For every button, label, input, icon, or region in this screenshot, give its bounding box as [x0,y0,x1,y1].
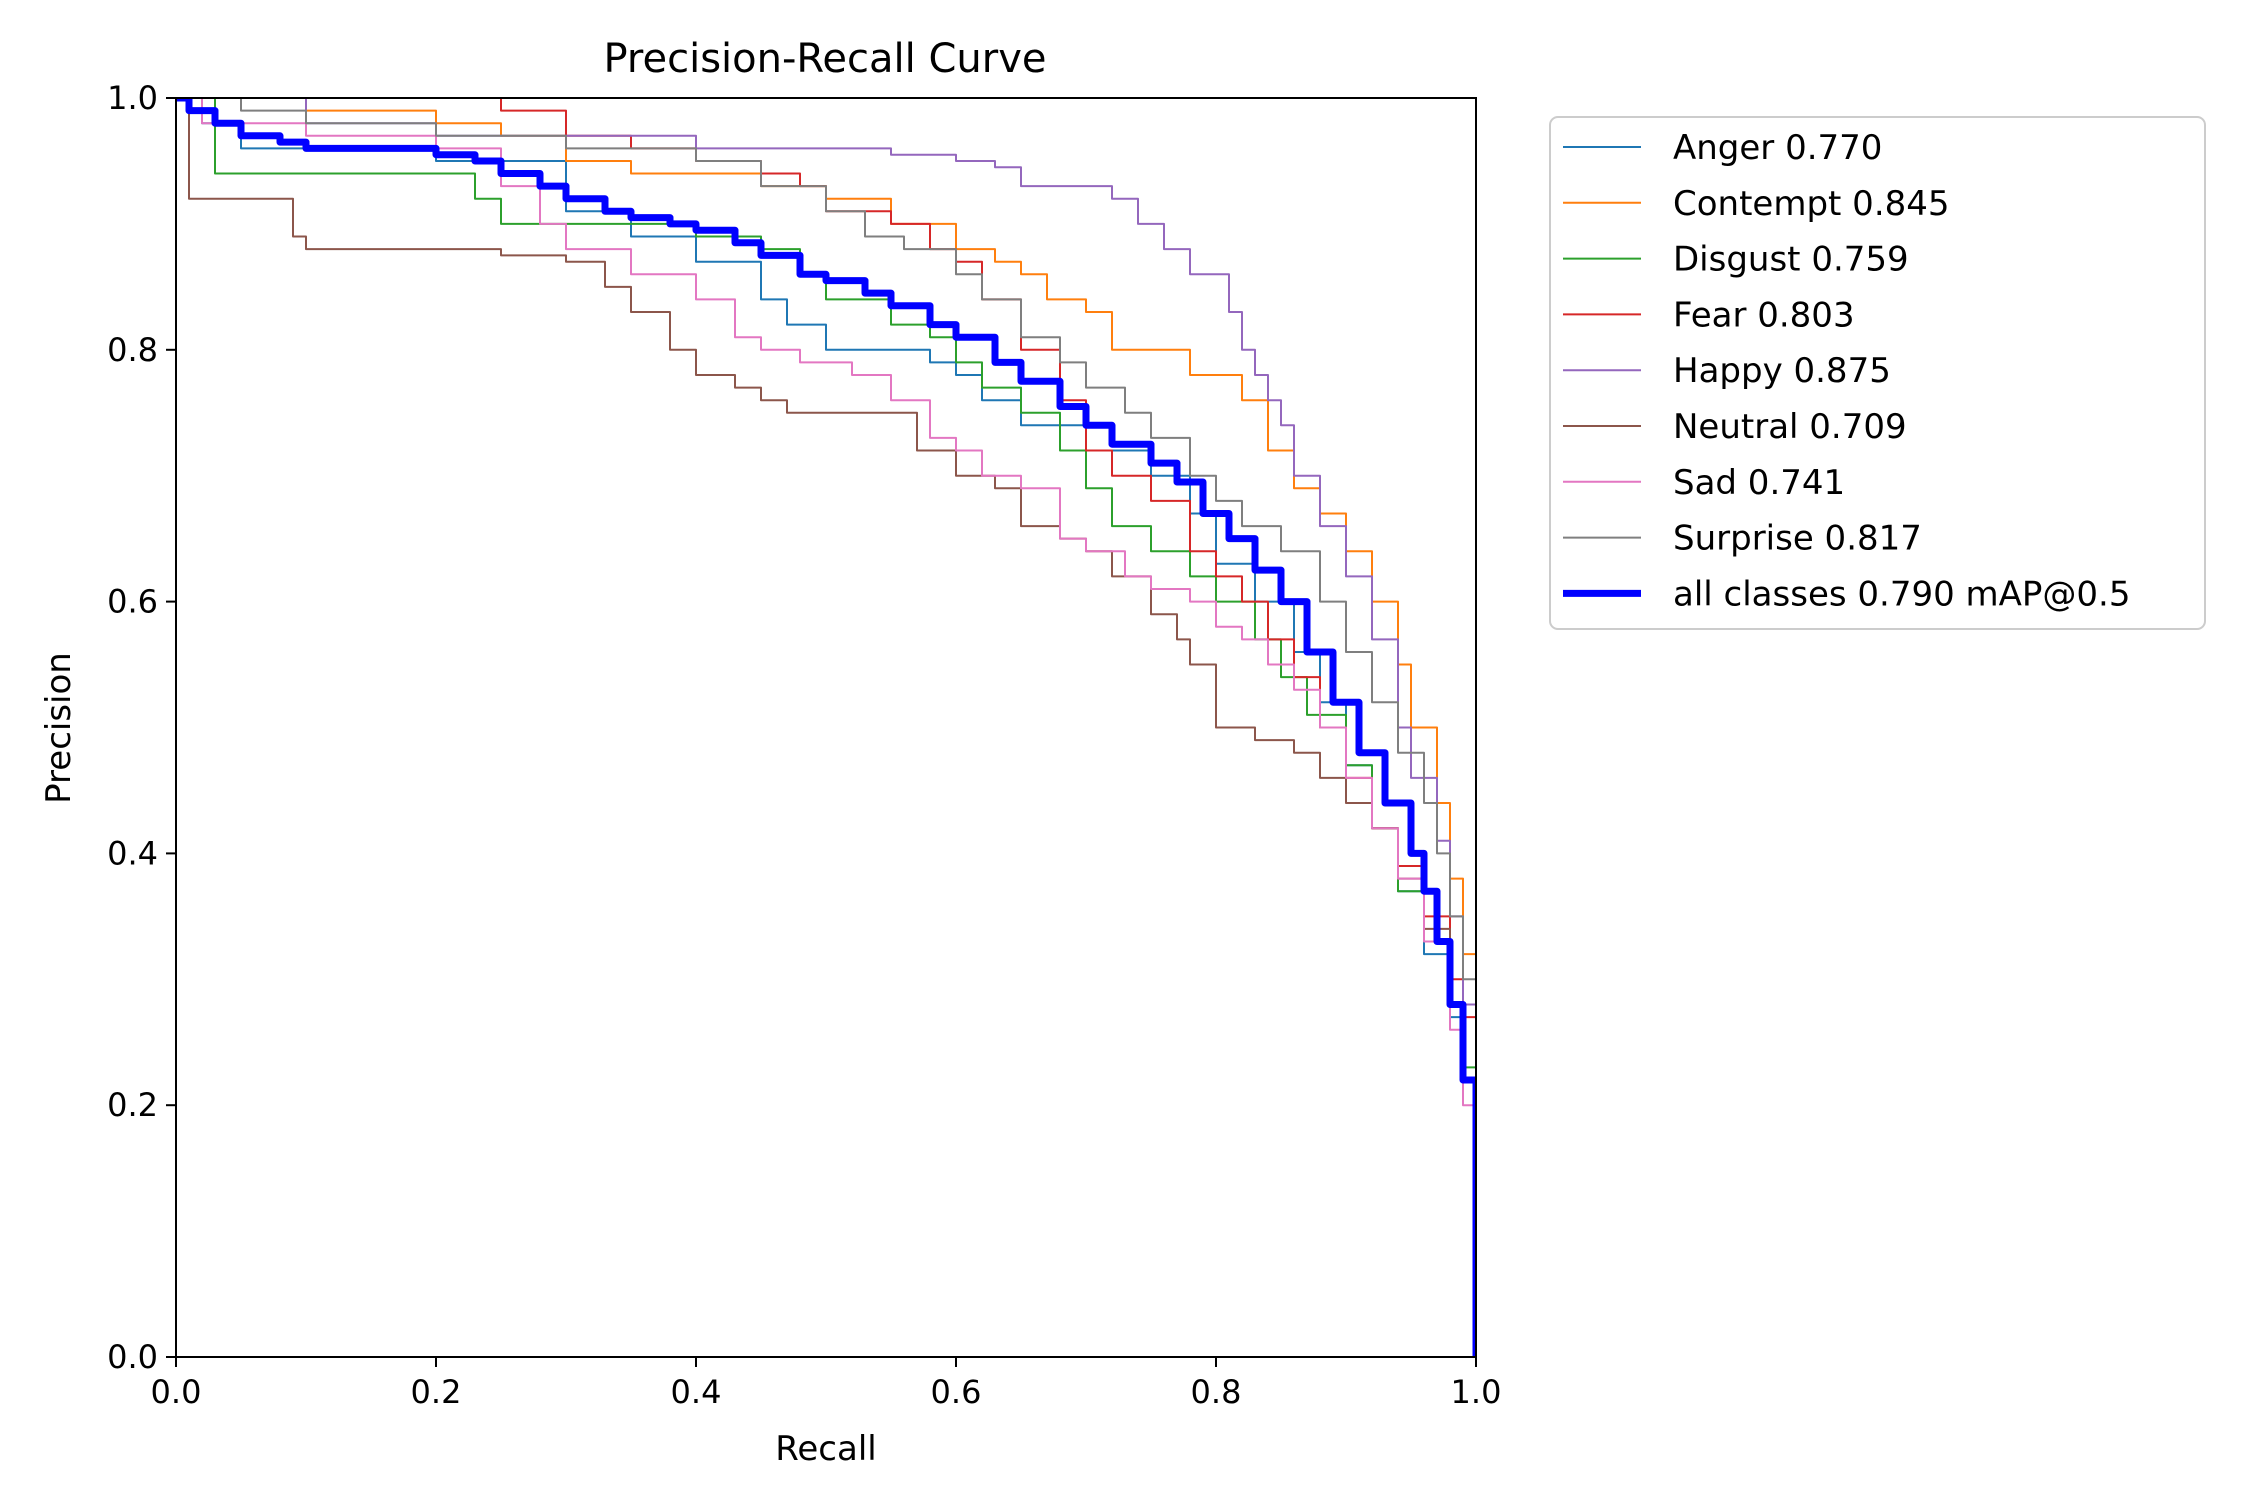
legend-entry-3: Fear 0.803 [1673,295,1855,335]
x-tick-label: 0.2 [411,1373,462,1411]
series-line-8 [176,98,1476,1357]
y-axis-label: Precision [39,652,79,804]
legend-entry-7: Surprise 0.817 [1673,519,1922,559]
legend-entry-4: Happy 0.875 [1673,351,1891,391]
legend-entry-6: Sad 0.741 [1673,463,1845,503]
legend-entry-1: Contempt 0.845 [1673,184,1950,224]
series-line-6 [176,98,1476,1207]
series-line-4 [176,98,1476,1170]
legend-entry-2: Disgust 0.759 [1673,240,1909,280]
y-tick-label: 0.6 [107,583,158,621]
y-tick-label: 0.4 [107,834,158,872]
x-tick-label: 0.4 [671,1373,722,1411]
chart-title: Precision-Recall Curve [604,36,1047,82]
y-tick-label: 0.2 [107,1086,158,1124]
legend-entry-5: Neutral 0.709 [1673,407,1907,447]
y-tick-label: 0.8 [107,331,158,369]
legend-entry-0: Anger 0.770 [1673,128,1882,168]
x-axis: 0.0 0.2 0.4 0.6 0.8 1.0 [151,1357,1502,1411]
x-tick-label: 0.6 [931,1373,982,1411]
series-line-1 [176,98,1476,1107]
x-tick-label: 0.8 [1191,1373,1242,1411]
y-tick-label: 1.0 [107,79,158,117]
legend: Anger 0.770 Contempt 0.845 Disgust 0.759 Fe… [1549,116,2206,630]
x-tick-label: 1.0 [1451,1373,1502,1411]
x-axis-label: Recall [775,1429,876,1469]
plot-frame [175,97,1477,1358]
series-line-5 [176,98,1476,1233]
x-tick-label: 0.0 [151,1373,202,1411]
y-axis: 0.0 0.2 0.4 0.6 0.8 1.0 [107,79,176,1376]
series-layer [176,98,1476,1357]
series-line-7 [176,98,1476,1107]
legend-box [1549,116,2206,630]
y-tick-label: 0.0 [107,1338,158,1376]
legend-entry-8: all classes 0.790 mAP@0.5 [1673,574,2130,614]
